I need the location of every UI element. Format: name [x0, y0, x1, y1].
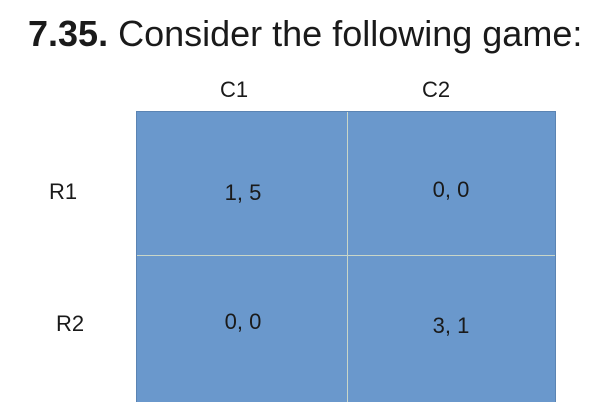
- payoff-cell-r1-c1: 1, 5: [224, 180, 262, 205]
- payoff-cell-r2-c2: 3, 1: [432, 313, 470, 338]
- problem-statement: Consider the following game:: [108, 13, 583, 54]
- problem-title: 7.35. Consider the following game:: [28, 10, 582, 58]
- payoff-cell-r1-c2: 0, 0: [432, 177, 470, 202]
- row-label-r1: R1: [49, 179, 78, 204]
- column-label-c2: C2: [421, 77, 451, 102]
- payoff-cell-r2-c1: 0, 0: [224, 309, 262, 334]
- matrix-vertical-divider: [347, 112, 348, 402]
- problem-number: 7.35.: [28, 13, 109, 54]
- column-label-c1: C1: [219, 77, 249, 102]
- payoff-matrix: 1, 5 0, 0 0, 0 3, 1: [136, 111, 556, 402]
- matrix-horizontal-divider: [137, 255, 555, 256]
- row-label-r2: R2: [56, 311, 85, 336]
